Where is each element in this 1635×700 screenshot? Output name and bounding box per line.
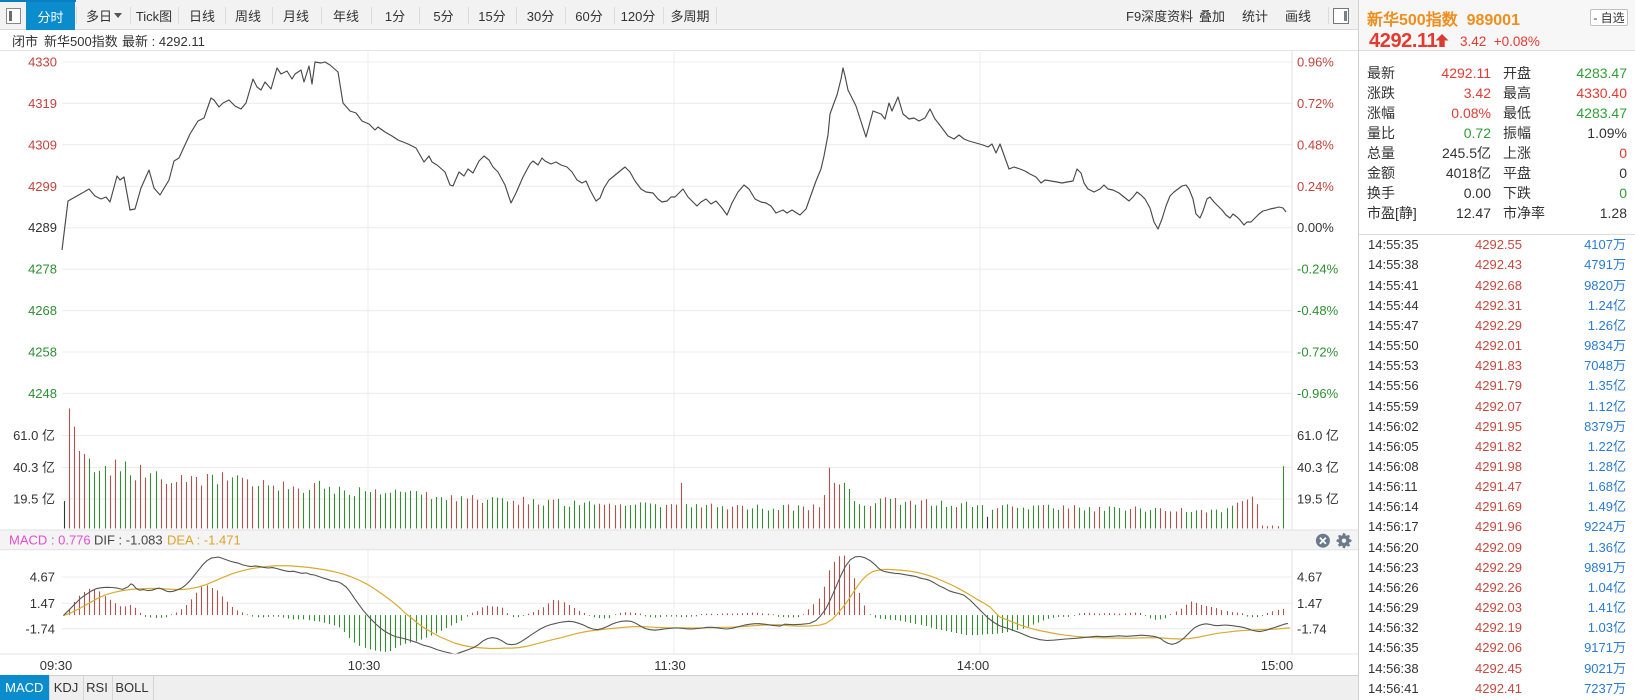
svg-text:0.24%: 0.24%: [1297, 179, 1334, 194]
svg-text:0.00%: 0.00%: [1297, 220, 1334, 235]
svg-text:19.5 亿: 19.5 亿: [1297, 492, 1339, 507]
svg-text:4299: 4299: [28, 179, 57, 194]
svg-text:-0.96%: -0.96%: [1297, 386, 1339, 401]
svg-text:4309: 4309: [28, 137, 57, 152]
svg-text:-1.74: -1.74: [25, 621, 55, 636]
svg-text:40.3 亿: 40.3 亿: [13, 460, 55, 475]
svg-text:0.96%: 0.96%: [1297, 55, 1334, 70]
svg-text:4258: 4258: [28, 345, 57, 360]
svg-text:4268: 4268: [28, 303, 57, 318]
svg-text:11:30: 11:30: [654, 658, 686, 673]
svg-text:40.3 亿: 40.3 亿: [1297, 460, 1339, 475]
svg-text:4319: 4319: [28, 96, 57, 111]
svg-text:MACD : 0.776: MACD : 0.776: [9, 533, 91, 548]
svg-text:4330: 4330: [28, 55, 57, 70]
svg-text:4.67: 4.67: [30, 570, 55, 585]
svg-text:-0.48%: -0.48%: [1297, 303, 1339, 318]
svg-text:10:30: 10:30: [348, 658, 381, 673]
svg-text:-0.72%: -0.72%: [1297, 345, 1339, 360]
svg-text:-0.24%: -0.24%: [1297, 262, 1339, 277]
svg-text:19.5 亿: 19.5 亿: [13, 492, 55, 507]
svg-text:61.0 亿: 61.0 亿: [13, 428, 55, 443]
svg-text:15:00: 15:00: [1261, 658, 1294, 673]
svg-text:DIF : -1.083: DIF : -1.083: [94, 533, 163, 548]
svg-text:4278: 4278: [28, 262, 57, 277]
svg-text:4289: 4289: [28, 220, 57, 235]
svg-text:4248: 4248: [28, 386, 57, 401]
svg-text:61.0 亿: 61.0 亿: [1297, 428, 1339, 443]
svg-text:1.47: 1.47: [30, 596, 55, 611]
svg-text:0.48%: 0.48%: [1297, 137, 1334, 152]
svg-text:DEA : -1.471: DEA : -1.471: [167, 533, 241, 548]
svg-text:14:00: 14:00: [957, 658, 990, 673]
svg-text:0.72%: 0.72%: [1297, 96, 1334, 111]
svg-text:-1.74: -1.74: [1297, 621, 1327, 636]
svg-text:4.67: 4.67: [1297, 570, 1322, 585]
svg-text:09:30: 09:30: [40, 658, 73, 673]
svg-text:1.47: 1.47: [1297, 596, 1322, 611]
